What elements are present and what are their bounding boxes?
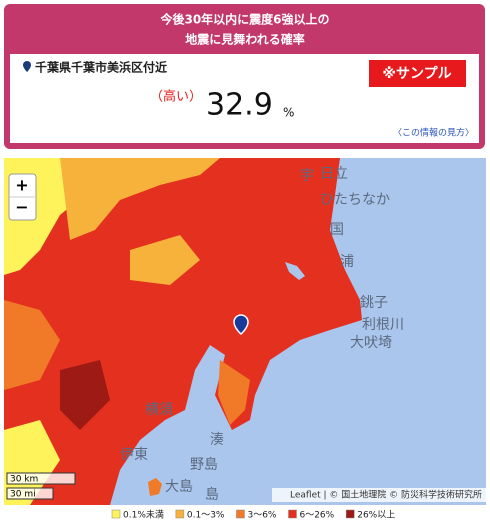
place-label: 伊東 (120, 447, 148, 463)
info-link[interactable]: 〈この情報の見方〉 (393, 127, 474, 139)
scale-bar (6, 487, 54, 500)
place-label: 横須 (145, 402, 173, 418)
pin-icon (23, 61, 31, 72)
legend-swatch (236, 509, 245, 519)
lake (285, 262, 305, 280)
legend-label: 0.1～3% (187, 511, 225, 521)
scale-bar (6, 472, 76, 485)
land (4, 158, 362, 505)
probability-value: 32.9 (206, 88, 273, 123)
place-label: 国 (330, 222, 344, 238)
legend-swatch (288, 509, 297, 519)
legend-label: 3～6% (247, 511, 276, 521)
place-label: 銚子 (360, 295, 388, 311)
place-label: 大島 (165, 479, 193, 495)
land-mid (218, 360, 250, 425)
probability-unit: % (283, 106, 294, 120)
legend-label: 26%以上 (357, 510, 395, 521)
zoom-in[interactable]: + (15, 176, 28, 195)
header-title: 今後30年以内に震度6強以上の (159, 12, 329, 27)
location: 千葉県千葉市美浜区付近 (35, 60, 167, 75)
place-label: ひたちなか (320, 192, 390, 208)
sample-badge (369, 60, 466, 87)
legend-label: 0.1%未満 (123, 509, 164, 521)
location-marker[interactable] (233, 314, 249, 335)
land-mid (130, 235, 200, 285)
legend-swatch (175, 509, 185, 519)
place-label: 島 (205, 487, 219, 503)
land-high (60, 360, 110, 430)
sample-badge-text: ※サンプル (382, 66, 451, 82)
place-label: 日立 (320, 166, 348, 182)
place-label: 大吠埼 (350, 335, 392, 351)
land-mid (60, 158, 220, 240)
place-label: 浦 (340, 254, 354, 270)
place-label: 野島 (190, 457, 218, 473)
place-label: 利根川 (362, 317, 404, 333)
scale-mi: 30 mi (10, 490, 36, 500)
land-mid (4, 300, 60, 390)
legend-swatch (111, 509, 121, 519)
island (148, 478, 162, 496)
attribution-bg (272, 488, 486, 502)
attribution: Leaflet | © 国土地理院 © 防災科学技術研究所 (290, 489, 482, 501)
header-title: 地震に見舞われる確率 (185, 32, 304, 47)
legend-label: 6～26% (299, 511, 334, 521)
zoom-out[interactable]: − (15, 198, 28, 217)
place-label: 湊 (210, 431, 224, 448)
place-label: 宇 (300, 168, 314, 184)
legend-swatch (345, 509, 355, 519)
scale-km: 30 km (10, 475, 38, 485)
risk-label: （高い） (150, 89, 202, 105)
